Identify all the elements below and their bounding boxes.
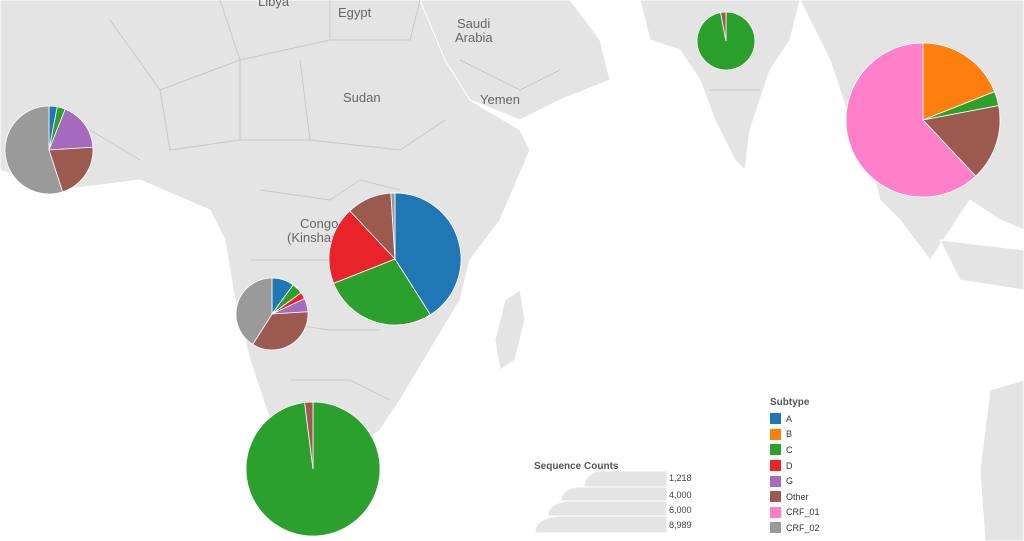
legend-label: G — [786, 476, 794, 487]
pie-slice-b[interactable] — [922, 42, 996, 121]
size-legend-title: Sequence Counts — [534, 461, 619, 472]
legend-swatch — [770, 506, 781, 518]
legend-label: C — [786, 444, 793, 455]
pie-chart-layer — [4, 11, 1001, 537]
madagascar-landmass — [494, 289, 526, 371]
label-saudi: Saudi — [457, 16, 490, 31]
size-legend-value-3: 6,000 — [669, 505, 692, 515]
legend-swatch — [770, 428, 781, 440]
indonesia-landmass — [939, 239, 1024, 291]
legend-item-other[interactable]: Other — [770, 489, 890, 505]
legend-item-c[interactable]: C — [770, 442, 890, 458]
subtype-legend: Subtype A B C D G Other CRF_01 CRF_02 — [770, 397, 890, 536]
pie-slice-other[interactable] — [720, 11, 727, 42]
india-landmass — [639, 0, 801, 172]
pie-east-africa[interactable] — [328, 192, 462, 326]
pie-southeast-asia[interactable] — [845, 42, 1001, 198]
label-congo: Congo — [300, 216, 338, 231]
label-libya: Libya — [258, 0, 290, 9]
pie-slice-crf01[interactable] — [845, 42, 977, 198]
legend-label: D — [786, 460, 793, 471]
legend-swatch — [770, 413, 781, 425]
label-egypt: Egypt — [338, 5, 372, 20]
size-legend-value-4: 8,989 — [669, 520, 692, 530]
legend-item-crf02[interactable]: CRF_02 — [770, 520, 890, 536]
pie-central-africa[interactable] — [235, 277, 309, 351]
pie-slice-other[interactable] — [48, 146, 94, 193]
legend-item-a[interactable]: A — [770, 411, 890, 427]
size-legend-shape-3 — [547, 500, 668, 517]
legend-title: Subtype — [770, 397, 810, 408]
pie-slice-other[interactable] — [304, 401, 314, 470]
legend-label: CRF_02 — [786, 522, 820, 533]
size-legend-shape-1 — [583, 470, 668, 488]
size-legend-value-1: 1,218 — [669, 473, 692, 483]
pie-india[interactable] — [696, 11, 756, 71]
pie-slice-crf02[interactable] — [390, 192, 396, 260]
label-sudan: Sudan — [343, 90, 381, 105]
legend-label: B — [786, 429, 793, 440]
legend-label: Other — [786, 491, 809, 502]
pie-southern-africa[interactable] — [245, 401, 381, 537]
legend-item-crf01[interactable]: CRF_01 — [770, 505, 890, 521]
label-yemen: Yemen — [480, 92, 520, 107]
label-arabia: Arabia — [455, 30, 493, 45]
legend-item-d[interactable]: D — [770, 458, 890, 474]
country-labels: Libya Egypt Saudi Arabia Sudan Yemen Con… — [258, 0, 520, 245]
australia-landmass — [979, 379, 1024, 541]
legend-label: CRF_01 — [786, 507, 820, 518]
pie-west-africa[interactable] — [4, 105, 94, 195]
africa-landmass — [0, 0, 531, 461]
size-legend-value-2: 4,000 — [669, 490, 692, 500]
legend-item-g[interactable]: G — [770, 473, 890, 489]
legend-swatch — [770, 522, 781, 534]
size-legend-shapes — [534, 470, 668, 534]
size-legend-shape-2 — [560, 486, 668, 502]
pie-slice-g[interactable] — [48, 108, 94, 151]
pie-slice-other[interactable] — [922, 105, 1001, 177]
size-legend-shape-4 — [534, 515, 668, 534]
legend-swatch — [770, 475, 781, 487]
pie-slice-crf02[interactable] — [4, 105, 64, 195]
legend-swatch — [770, 491, 781, 503]
legend-swatch — [770, 444, 781, 456]
pie-slice-d[interactable] — [328, 210, 396, 284]
legend-item-b[interactable]: B — [770, 427, 890, 443]
arabia-landmass — [419, 0, 611, 121]
legend-swatch — [770, 460, 781, 472]
pie-slice-crf02[interactable] — [235, 277, 273, 345]
pie-slice-c[interactable] — [333, 258, 431, 326]
legend-label: A — [786, 413, 793, 424]
pie-slice-other[interactable] — [252, 311, 309, 351]
